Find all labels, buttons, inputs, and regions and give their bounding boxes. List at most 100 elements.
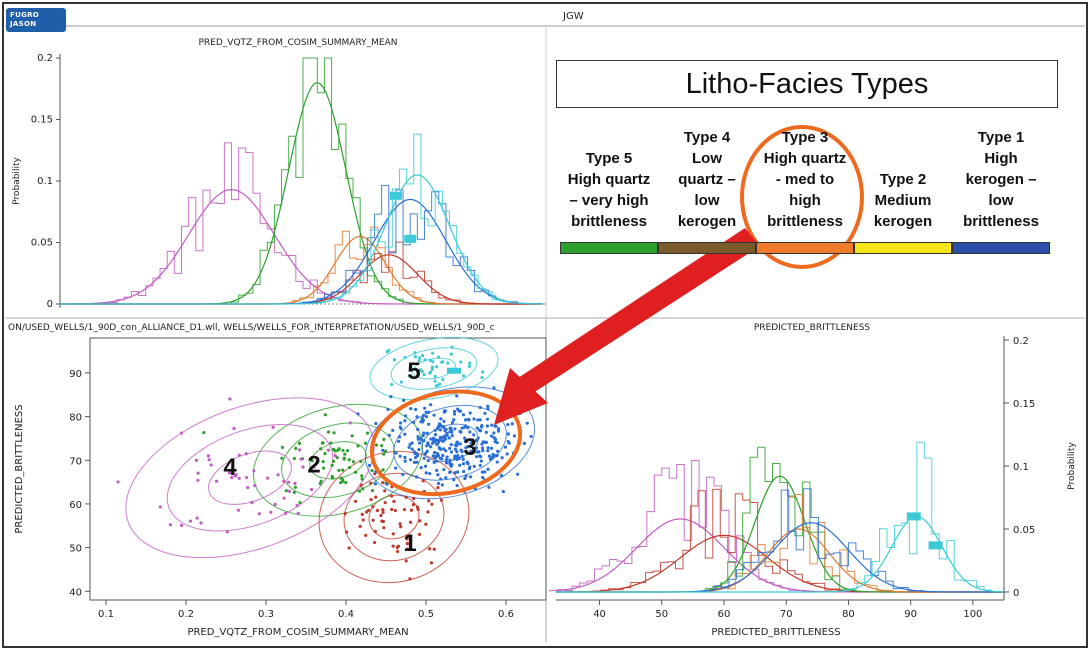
cluster-point-3: [391, 428, 395, 432]
cluster-point-3: [417, 441, 422, 445]
cluster-label-3: 3: [463, 434, 476, 461]
cluster-point-3: [431, 436, 436, 440]
cluster-point-1: [409, 508, 414, 512]
legend-title: Litho-Facies Types: [556, 60, 1058, 108]
cluster-point-4: [194, 458, 199, 462]
cluster-point-1: [392, 499, 396, 504]
cluster-point-3: [480, 470, 484, 474]
cluster-point-2: [348, 465, 352, 470]
cluster-point-1: [344, 530, 349, 534]
cluster-point-3: [407, 445, 411, 450]
cluster-point-3: [500, 456, 504, 460]
mean-marker: [447, 367, 461, 374]
facies-type-line: brittleness: [963, 213, 1039, 230]
y-axis-label: PREDICTED_BRITTLENESS: [14, 404, 25, 533]
cluster-point-1: [360, 512, 364, 516]
cluster-point-3: [461, 462, 466, 466]
cluster-point-3: [426, 441, 430, 445]
cluster-point-3: [478, 418, 482, 422]
cluster-point-3: [420, 416, 424, 420]
cluster-point-1: [372, 540, 377, 545]
cluster-point-5: [441, 377, 445, 382]
cluster-point-4: [252, 469, 256, 473]
cluster-point-4: [207, 458, 211, 462]
cluster-point-3: [448, 446, 452, 451]
cluster-point-1: [381, 507, 385, 512]
cluster-point-2: [353, 470, 358, 474]
cluster-point-2: [343, 452, 347, 456]
cluster-point-1: [398, 522, 402, 526]
cluster-point-3: [459, 430, 463, 434]
cluster-point-2: [341, 468, 345, 472]
cluster-point-3: [479, 459, 483, 463]
x-tick-label: 60: [718, 609, 731, 620]
pdf-curve: [556, 515, 1005, 593]
y-tick-label: 0.05: [1013, 525, 1035, 536]
y-tick-label: 0: [1013, 588, 1019, 599]
cluster-point-3: [442, 439, 446, 443]
cluster-point-3: [413, 456, 418, 460]
cluster-point-2: [294, 446, 298, 451]
cluster-point-3: [493, 424, 497, 428]
cluster-point-4: [333, 454, 337, 458]
cluster-point-3: [467, 467, 471, 471]
cluster-point-1: [383, 501, 387, 505]
cluster-point-3: [460, 426, 464, 430]
cluster-point-2: [321, 460, 325, 464]
cluster-point-5: [446, 361, 450, 365]
cluster-point-3: [444, 437, 448, 441]
cluster-point-5: [399, 380, 404, 384]
facies-type-5-label: Type 5 High quartz – very high brittleness: [560, 148, 658, 232]
y-tick-label: 0: [47, 299, 53, 310]
cluster-point-4: [287, 489, 292, 493]
cluster-point-3: [436, 481, 441, 486]
cluster-point-2: [336, 448, 340, 452]
cluster-point-4: [214, 479, 219, 483]
cluster-point-3: [490, 455, 495, 460]
cluster-point-4: [116, 480, 120, 484]
cluster-point-3: [456, 470, 460, 474]
cluster-point-3: [464, 439, 468, 444]
cluster-point-5: [438, 382, 442, 386]
cluster-point-3: [506, 422, 510, 427]
cluster-point-3: [398, 454, 402, 458]
cluster-point-1: [432, 547, 436, 551]
cluster-point-1: [412, 496, 416, 501]
cluster-point-1: [408, 577, 412, 581]
cluster-point-3: [412, 420, 416, 425]
cluster-point-3: [484, 430, 488, 434]
cluster-point-4: [237, 453, 241, 457]
cluster-point-1: [382, 526, 386, 530]
cluster-point-3: [460, 449, 464, 454]
x-tick-label: 40: [593, 609, 606, 620]
cluster-point-1: [367, 508, 371, 512]
cluster-point-1: [389, 494, 394, 498]
cluster-point-5: [462, 374, 466, 378]
cluster-point-3: [481, 449, 485, 453]
cluster-ellipse-4: [208, 450, 292, 505]
cluster-point-5: [428, 358, 432, 362]
cluster-point-3: [463, 436, 467, 440]
cluster-point-2: [370, 488, 375, 493]
cluster-point-4: [348, 421, 352, 425]
cluster-point-3: [480, 446, 485, 450]
cluster-point-3: [486, 449, 490, 453]
cluster-point-3: [478, 463, 482, 468]
cluster-point-4: [312, 465, 316, 469]
cluster-point-1: [391, 532, 395, 536]
cluster-point-1: [361, 518, 365, 522]
cluster-point-4: [253, 484, 257, 488]
cluster-point-3: [439, 417, 443, 421]
cluster-point-3: [423, 406, 427, 410]
cluster-point-1: [405, 537, 409, 541]
cluster-point-3: [424, 410, 428, 414]
cluster-point-2: [332, 431, 336, 435]
facies-type-4-label: Type 4 Low quartz – low kerogen: [658, 127, 756, 232]
cluster-point-4: [271, 425, 275, 429]
cluster-point-3: [458, 409, 463, 413]
cluster-point-3: [394, 451, 398, 455]
cluster-point-3: [423, 451, 428, 456]
cluster-point-2: [360, 477, 364, 481]
cluster-point-4: [257, 512, 261, 516]
